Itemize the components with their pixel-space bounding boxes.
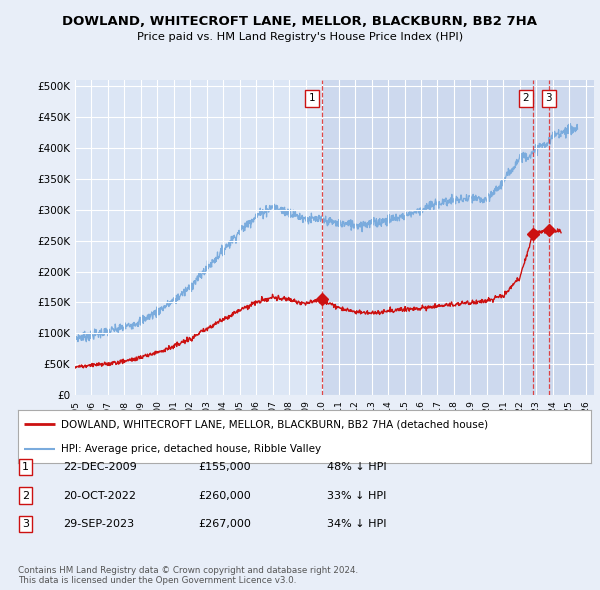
Text: 34% ↓ HPI: 34% ↓ HPI	[327, 519, 386, 529]
Text: £155,000: £155,000	[198, 463, 251, 472]
Text: Contains HM Land Registry data © Crown copyright and database right 2024.
This d: Contains HM Land Registry data © Crown c…	[18, 566, 358, 585]
Text: 3: 3	[22, 519, 29, 529]
Text: DOWLAND, WHITECROFT LANE, MELLOR, BLACKBURN, BB2 7HA (detached house): DOWLAND, WHITECROFT LANE, MELLOR, BLACKB…	[61, 419, 488, 430]
Text: £267,000: £267,000	[198, 519, 251, 529]
Text: Price paid vs. HM Land Registry's House Price Index (HPI): Price paid vs. HM Land Registry's House …	[137, 32, 463, 42]
Text: 3: 3	[545, 93, 552, 103]
Text: HPI: Average price, detached house, Ribble Valley: HPI: Average price, detached house, Ribb…	[61, 444, 321, 454]
Text: 22-DEC-2009: 22-DEC-2009	[63, 463, 137, 472]
Text: 29-SEP-2023: 29-SEP-2023	[63, 519, 134, 529]
Text: 2: 2	[523, 93, 529, 103]
Text: 48% ↓ HPI: 48% ↓ HPI	[327, 463, 386, 472]
Text: 1: 1	[309, 93, 316, 103]
Bar	[322, 80, 594, 395]
Text: 1: 1	[22, 463, 29, 472]
Text: £260,000: £260,000	[198, 491, 251, 500]
Text: 20-OCT-2022: 20-OCT-2022	[63, 491, 136, 500]
Text: 33% ↓ HPI: 33% ↓ HPI	[327, 491, 386, 500]
Text: DOWLAND, WHITECROFT LANE, MELLOR, BLACKBURN, BB2 7HA: DOWLAND, WHITECROFT LANE, MELLOR, BLACKB…	[62, 15, 538, 28]
Text: 2: 2	[22, 491, 29, 500]
